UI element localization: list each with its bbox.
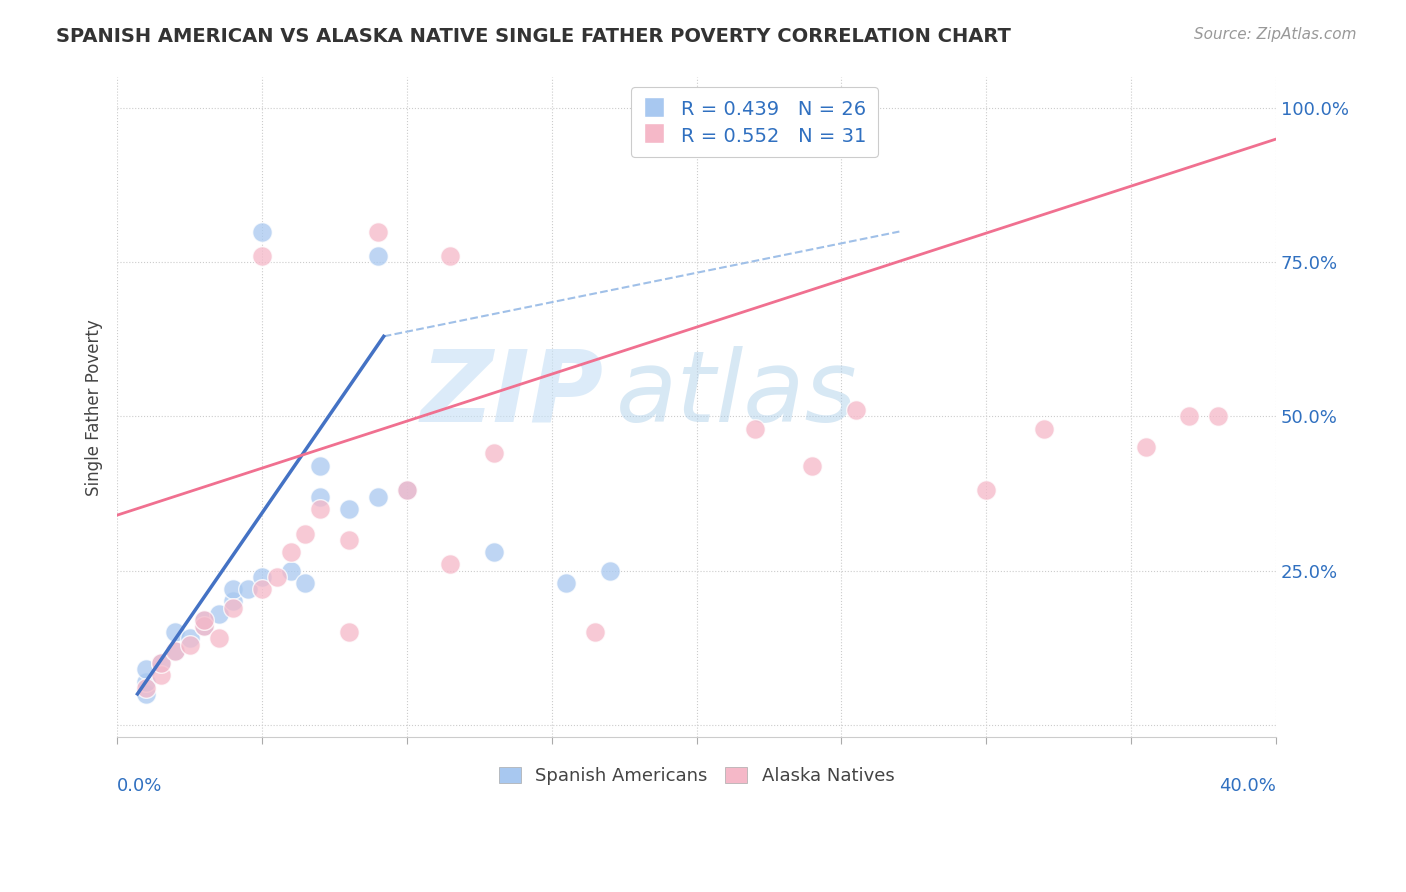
Point — [179, 632, 201, 646]
Point — [207, 632, 229, 646]
Point — [193, 613, 215, 627]
Point — [482, 545, 505, 559]
Point — [309, 490, 332, 504]
Point — [222, 600, 245, 615]
Y-axis label: Single Father Poverty: Single Father Poverty — [86, 318, 103, 496]
Point — [1135, 440, 1157, 454]
Point — [193, 619, 215, 633]
Point — [599, 564, 621, 578]
Point — [135, 681, 157, 695]
Text: 0.0%: 0.0% — [117, 777, 163, 795]
Point — [294, 576, 316, 591]
Point — [1033, 422, 1056, 436]
Point — [367, 249, 389, 263]
Point — [149, 656, 172, 670]
Point — [266, 570, 288, 584]
Point — [395, 483, 418, 498]
Point — [482, 446, 505, 460]
Point — [309, 502, 332, 516]
Point — [222, 594, 245, 608]
Point — [135, 662, 157, 676]
Point — [250, 582, 273, 596]
Point — [222, 582, 245, 596]
Point — [165, 644, 187, 658]
Point — [845, 403, 868, 417]
Point — [149, 656, 172, 670]
Point — [165, 644, 187, 658]
Point — [744, 422, 766, 436]
Point — [1206, 409, 1229, 424]
Point — [309, 458, 332, 473]
Text: 40.0%: 40.0% — [1219, 777, 1277, 795]
Point — [250, 570, 273, 584]
Point — [193, 619, 215, 633]
Point — [236, 582, 259, 596]
Point — [165, 625, 187, 640]
Point — [367, 225, 389, 239]
Point — [280, 545, 302, 559]
Legend: Spanish Americans, Alaska Natives: Spanish Americans, Alaska Natives — [489, 757, 903, 794]
Text: ZIP: ZIP — [420, 345, 603, 442]
Point — [280, 564, 302, 578]
Point — [439, 249, 461, 263]
Text: Source: ZipAtlas.com: Source: ZipAtlas.com — [1194, 27, 1357, 42]
Point — [801, 458, 824, 473]
Point — [337, 625, 360, 640]
Point — [250, 225, 273, 239]
Point — [367, 490, 389, 504]
Point — [135, 687, 157, 701]
Point — [179, 638, 201, 652]
Point — [337, 533, 360, 547]
Point — [555, 576, 578, 591]
Point — [1178, 409, 1201, 424]
Point — [395, 483, 418, 498]
Point — [974, 483, 997, 498]
Point — [294, 526, 316, 541]
Point — [193, 613, 215, 627]
Point — [135, 674, 157, 689]
Point — [439, 558, 461, 572]
Point — [149, 668, 172, 682]
Text: SPANISH AMERICAN VS ALASKA NATIVE SINGLE FATHER POVERTY CORRELATION CHART: SPANISH AMERICAN VS ALASKA NATIVE SINGLE… — [56, 27, 1011, 45]
Point — [207, 607, 229, 621]
Point — [583, 625, 606, 640]
Point — [337, 502, 360, 516]
Point — [250, 249, 273, 263]
Text: atlas: atlas — [616, 345, 858, 442]
